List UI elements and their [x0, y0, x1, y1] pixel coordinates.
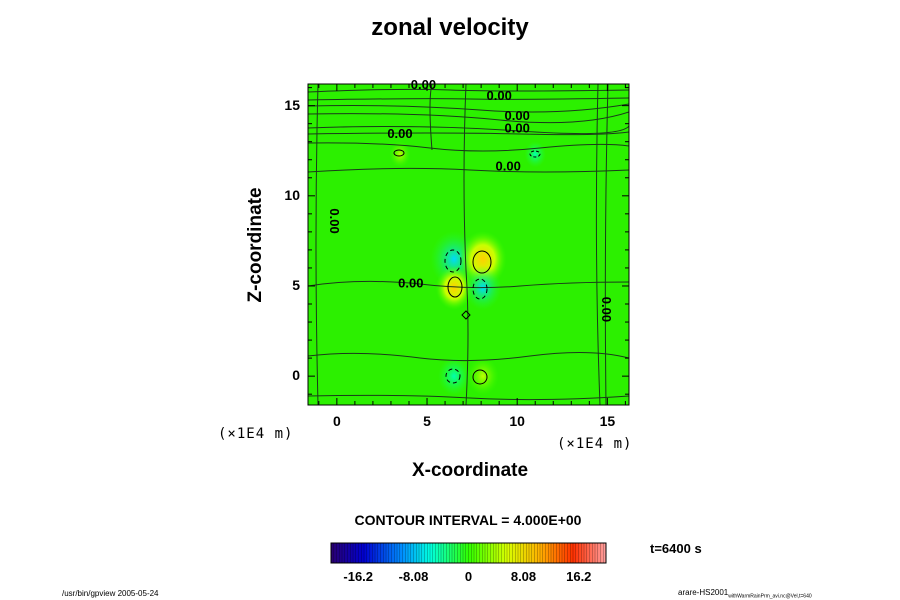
footer-right-sub: withWarmRainPrm_avi.nc@Vel,t=640	[728, 593, 812, 600]
footer-left: /usr/bin/gpview 2005-05-24	[62, 589, 159, 598]
contour-label-1: 0.00	[411, 77, 436, 92]
extremum-shade-8	[524, 141, 546, 168]
shading-layer	[308, 84, 629, 405]
extrema-contours	[393, 149, 541, 385]
contour-label-5: 0.00	[387, 126, 412, 141]
plot-frame	[307, 83, 630, 406]
y-tick-label-15: 15	[284, 96, 300, 113]
x-tick-label-0: 0	[332, 413, 341, 429]
x-unit-label: (×1E4 m)	[557, 436, 633, 452]
x-axis-label: X-coordinate	[411, 460, 529, 481]
chart-title: zonal velocity	[371, 14, 529, 41]
y-tick-label-10: 10	[284, 186, 300, 203]
x-tick-label-10: 10	[509, 413, 525, 429]
contour-label-6: 0.00	[496, 158, 521, 173]
extremum-shade-3	[435, 265, 473, 310]
contour-label-8: 0.00	[327, 208, 342, 233]
x-tick-label-5: 5	[423, 413, 431, 429]
contour-label-9: 0.00	[599, 297, 614, 322]
y-tick-label-0: 0	[292, 367, 300, 384]
contour-lines	[308, 84, 629, 405]
contour-interval-label: CONTOUR INTERVAL = 4.000E+00	[354, 512, 582, 528]
footer-right-main: arare-HS2001	[678, 588, 729, 597]
colorbar-tick-label-5: 16.2	[566, 569, 592, 584]
contour-labels: 0.000.000.000.000.000.000.000.000.00	[327, 77, 614, 322]
contour-label-2: 0.00	[487, 88, 512, 103]
axis-ticks	[308, 84, 629, 405]
extremum-shade-6	[467, 357, 499, 396]
colorbar-level-lines	[333, 543, 604, 563]
y-axis-label: Z-coordinate	[245, 187, 266, 303]
colorbar-tick-label-1: -16.2	[343, 569, 374, 584]
time-label: t=6400 s	[650, 541, 702, 556]
colorbar-tick-label-4: 8.08	[510, 569, 537, 584]
contour-label-4: 0.00	[505, 121, 530, 136]
extremum-shade-5	[438, 357, 470, 396]
contour-label-7: 0.00	[398, 276, 423, 291]
colorbar-tick-label-2: -8.08	[398, 569, 429, 584]
y-tick-label-5: 5	[292, 276, 300, 293]
colorbar-tick-label-3: 0	[464, 569, 473, 584]
footer-right: arare-HS2001withWarmRainPrm_avi.nc@Vel,t…	[678, 588, 812, 600]
extremum-shade-7	[389, 141, 411, 168]
x-tick-label-15: 15	[599, 413, 616, 429]
colorbar	[330, 542, 607, 564]
contour-label-3: 0.00	[505, 108, 530, 123]
x-left-unit-label: (×1E4 m)	[218, 426, 294, 442]
